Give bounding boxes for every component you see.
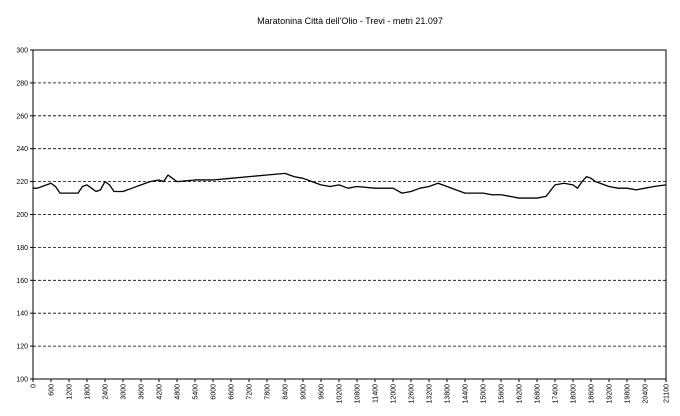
chart-title: Maratonina Città dell'Olio - Trevi - met…: [257, 16, 443, 26]
x-axis: 0 600 1200 1800 2400 3000 3600 4200 4800 5400 6000…: [31, 379, 671, 403]
y-tick-label: 120: [16, 344, 28, 351]
x-tick-label: 19800: [625, 384, 632, 404]
x-tick-label: 17400: [553, 384, 560, 404]
x-tick-label: 5400: [193, 384, 200, 400]
y-tick-label: 280: [16, 80, 28, 87]
x-tick-label: 1200: [67, 384, 74, 400]
elevation-series-line: [33, 172, 667, 199]
x-tick-label: 14400: [463, 384, 470, 404]
x-tick-label: 9000: [301, 384, 308, 400]
x-tick-label: 18000: [571, 384, 578, 404]
x-tick-label: 600: [49, 384, 56, 396]
x-tick-label: 9600: [319, 384, 326, 400]
y-tick-label: 240: [16, 146, 28, 153]
x-tick-label: 0: [31, 384, 38, 388]
x-tick-label: 12600: [409, 384, 416, 404]
x-tick-label: 8400: [283, 384, 290, 400]
gridlines: [33, 82, 666, 347]
x-tick-label: 1800: [85, 384, 92, 400]
y-axis: 100 120 140 160 180 200 220 240 260 280 300: [16, 48, 33, 384]
x-tick-label: 10200: [337, 384, 344, 404]
x-tick-label: 7200: [247, 384, 254, 400]
x-tick-label: 15000: [481, 384, 488, 404]
x-tick-label: 11400: [373, 384, 380, 403]
y-tick-label: 100: [16, 377, 28, 384]
x-tick-label: 3000: [121, 384, 128, 400]
x-tick-label: 6000: [211, 384, 218, 400]
x-tick-label: 13800: [445, 384, 452, 404]
x-tick-label: 4800: [175, 384, 182, 400]
y-tick-label: 260: [16, 113, 28, 120]
x-tick-label: 16200: [517, 384, 524, 404]
series-group: [33, 172, 667, 199]
x-tick-label: 4200: [157, 384, 164, 400]
y-tick-label: 300: [16, 48, 28, 55]
x-tick-label: 13200: [427, 384, 434, 404]
x-tick-label: 3600: [139, 384, 146, 400]
x-tick-label: 21100: [664, 384, 671, 403]
x-tick-label: 6600: [229, 384, 236, 400]
x-tick-label: 18600: [589, 384, 596, 404]
x-tick-label: 20400: [643, 384, 650, 404]
x-tick-label: 15600: [499, 384, 506, 404]
x-tick-label: 12000: [391, 384, 398, 404]
x-tick-label: 10800: [355, 384, 362, 404]
y-tick-label: 200: [16, 212, 28, 219]
x-tick-label: 2400: [103, 384, 110, 400]
x-tick-label: 7800: [265, 384, 272, 400]
x-tick-label: 16800: [535, 384, 542, 404]
y-tick-label: 220: [16, 179, 28, 186]
y-tick-label: 160: [16, 278, 28, 285]
x-tick-label: 19200: [607, 384, 614, 404]
y-tick-label: 180: [16, 245, 28, 252]
y-tick-label: 140: [16, 311, 28, 318]
